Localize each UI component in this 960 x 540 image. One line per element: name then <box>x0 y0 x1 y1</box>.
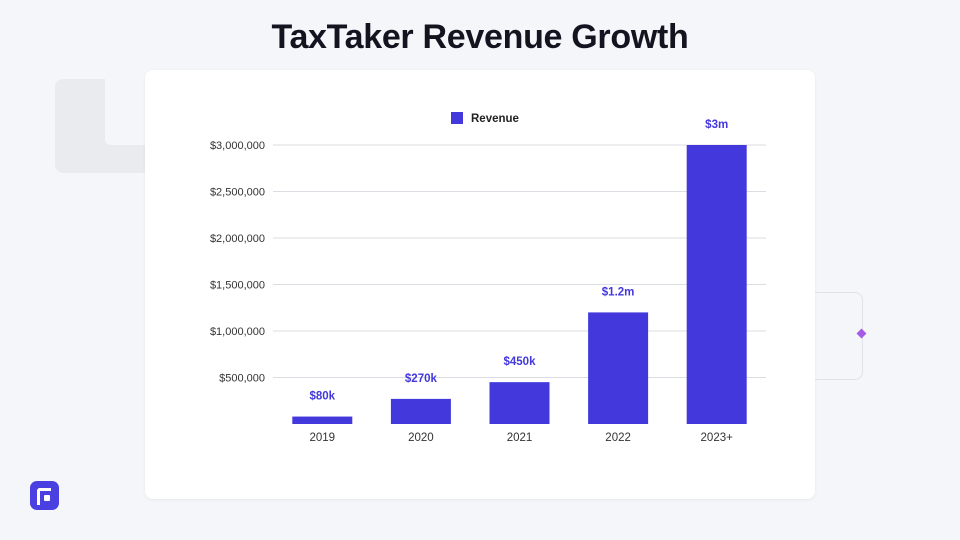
y-tick-label: $1,500,000 <box>210 280 265 292</box>
y-tick-label: $1,000,000 <box>210 326 265 338</box>
revenue-bar-chart: $500,000 $1,000,000 $1,500,000 $2,000,000 $2… <box>210 112 766 444</box>
y-tick-label: $500,000 <box>219 373 265 385</box>
data-label: $450k <box>504 356 537 368</box>
x-tick-label: 2021 <box>507 432 533 444</box>
x-tick-label: 2020 <box>408 432 434 444</box>
legend-label: Revenue <box>471 113 519 125</box>
data-label: $270k <box>405 373 438 385</box>
page-title: TaxTaker Revenue Growth <box>271 18 689 56</box>
bar <box>292 416 353 424</box>
x-tick-label: 2023+ <box>701 432 734 444</box>
x-tick-label: 2019 <box>310 432 336 444</box>
chart-card: $500,000 $1,000,000 $1,500,000 $2,000,000 $2… <box>145 70 815 499</box>
data-label: $3m <box>705 119 728 131</box>
bar <box>686 145 747 424</box>
brand-logo-icon[interactable] <box>30 481 59 510</box>
data-label: $1.2m <box>602 286 635 298</box>
bar <box>390 398 451 424</box>
bar <box>588 312 649 424</box>
y-tick-label: $2,500,000 <box>210 187 265 199</box>
y-tick-label: $3,000,000 <box>210 140 265 152</box>
bar <box>489 382 550 424</box>
x-tick-label: 2022 <box>605 432 631 444</box>
legend-swatch <box>451 112 463 124</box>
data-label: $80k <box>310 391 336 403</box>
logo-dot-shape <box>44 495 50 501</box>
logo-ring-shape <box>37 488 51 505</box>
y-tick-label: $2,000,000 <box>210 233 265 245</box>
